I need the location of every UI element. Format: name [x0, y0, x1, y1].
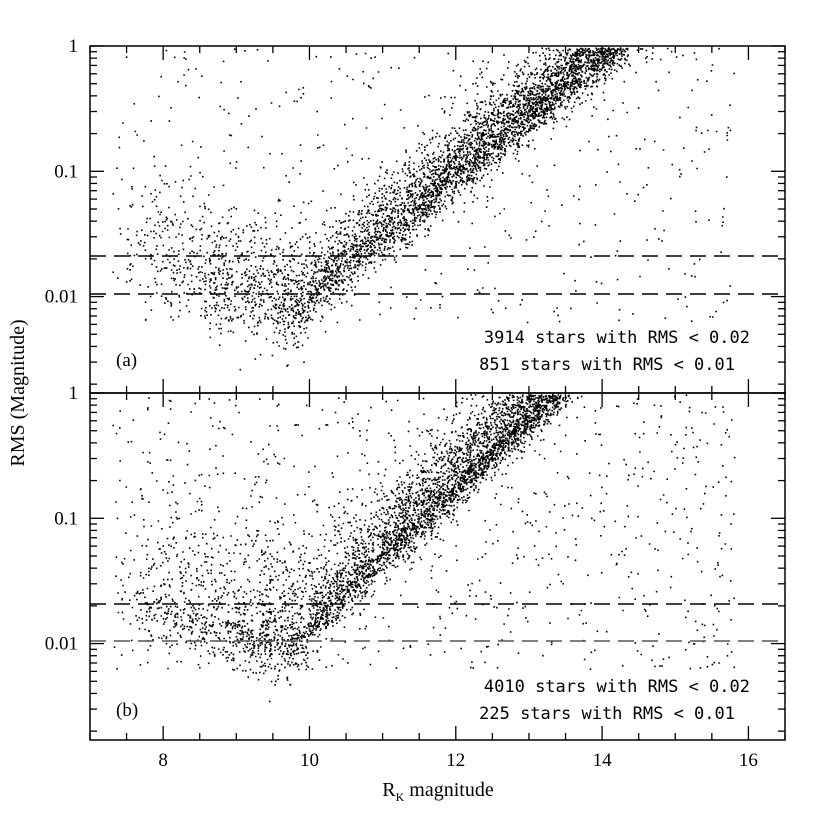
- x-axis-title-rest: magnitude: [404, 779, 494, 801]
- panel-a: 10.10.01 (a) 3914 stars with RMS < 0.02 …: [45, 36, 786, 394]
- scatter-points-path-b: [112, 394, 736, 703]
- annotation-a-line1: 3914 stars with RMS < 0.02: [484, 328, 750, 348]
- annotation-b-line2: 225 stars with RMS < 0.01: [479, 704, 735, 724]
- y-tick-label-a: 0.1: [54, 161, 78, 182]
- x-axis-title: RK magnitude: [382, 779, 494, 804]
- y-tick-label-b: 1: [69, 383, 79, 404]
- y-tick-label-a: 0.01: [45, 287, 78, 308]
- y-axis-a: 1 0.1 0.01: [45, 36, 786, 393]
- x-axis-title-main: R: [382, 779, 396, 801]
- y-tick-label-b: 0.1: [54, 508, 78, 529]
- panel-label-a: (a): [116, 350, 137, 371]
- y-axis-b: 1 0.1 0.01: [45, 383, 786, 740]
- y-tick-label-a: 1: [69, 36, 79, 57]
- plot-frame-b: [89, 392, 786, 741]
- y-tick-label-b: 0.01: [45, 634, 78, 655]
- x-tick-label: 14: [593, 750, 613, 771]
- x-tick-label: 8: [158, 750, 168, 771]
- x-axis-title-sub: K: [396, 790, 405, 804]
- x-tick-label: 12: [446, 750, 465, 771]
- x-axis: 8 10 12 14 16: [158, 750, 758, 771]
- annotation-a-line2: 851 stars with RMS < 0.01: [479, 355, 735, 375]
- x-tick-label: 10: [300, 750, 319, 771]
- scatter-points-path-a: [112, 47, 735, 371]
- panel-label-b: (b): [116, 700, 138, 721]
- annotation-b-line1: 4010 stars with RMS < 0.02: [484, 677, 750, 697]
- y-axis-title: RMS (Magnitude): [7, 319, 29, 466]
- panel-b: 10.10.01 (b) 4010 stars with RMS < 0.02 …: [45, 383, 786, 741]
- scatter-points-b: [112, 394, 736, 703]
- scatter-points-a: [112, 47, 735, 371]
- x-tick-label: 16: [739, 750, 758, 771]
